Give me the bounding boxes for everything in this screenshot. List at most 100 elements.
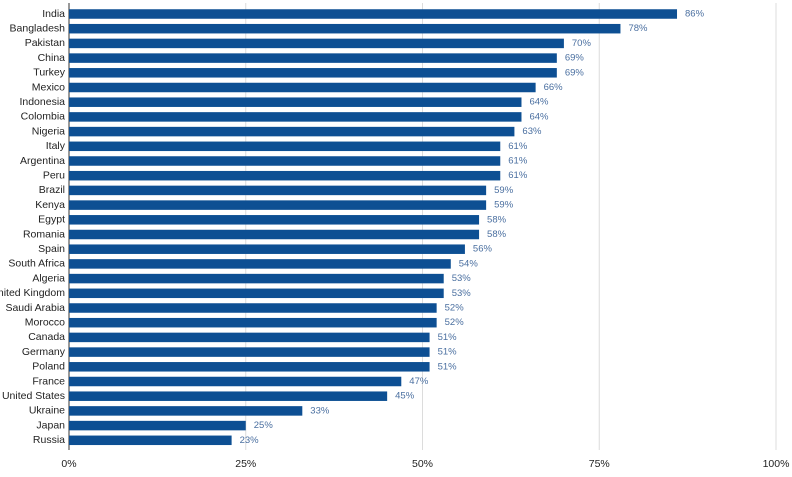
data-label: 59% — [494, 185, 514, 196]
category-label: Poland — [32, 361, 65, 373]
category-label: nited Kingdom — [0, 287, 65, 299]
category-label: Canada — [28, 331, 65, 343]
bar — [69, 185, 487, 196]
category-label: Morocco — [25, 316, 65, 328]
bar — [69, 229, 480, 240]
bar — [69, 347, 430, 357]
category-label: Germany — [22, 346, 66, 358]
x-tick-label: 100% — [763, 458, 790, 470]
bar — [69, 68, 557, 78]
bar — [69, 376, 402, 387]
bar — [69, 53, 557, 63]
bar — [69, 420, 246, 431]
x-tick-label: 75% — [589, 458, 610, 470]
bar — [69, 303, 437, 313]
category-label: China — [38, 52, 66, 64]
bar — [69, 200, 487, 210]
category-label: Romania — [23, 228, 65, 240]
data-label: 51% — [438, 332, 458, 343]
bar — [69, 259, 451, 269]
category-label: Russia — [33, 434, 65, 446]
data-label: 33% — [310, 405, 330, 416]
category-label: Brazil — [39, 184, 65, 196]
bar — [69, 156, 501, 166]
category-label: Egypt — [38, 214, 65, 226]
data-label: 78% — [628, 23, 648, 34]
category-label: Nigeria — [32, 125, 65, 137]
data-label: 63% — [522, 126, 542, 137]
category-labels: India Bangladesh Pakistan China Turkey Mexico… — [0, 8, 66, 446]
data-label: 66% — [544, 82, 564, 93]
category-label: Turkey — [33, 67, 65, 79]
category-label: South Africa — [8, 258, 65, 270]
bar — [69, 38, 564, 49]
bar — [69, 170, 501, 181]
x-tick-label: 50% — [412, 458, 433, 470]
bar — [69, 362, 430, 372]
data-label: 53% — [452, 288, 472, 299]
data-label: 23% — [240, 435, 260, 446]
category-label: United States — [2, 390, 65, 402]
x-tick-label: 0% — [61, 458, 76, 470]
data-label: 61% — [508, 141, 528, 152]
bar — [69, 288, 444, 299]
bar — [69, 141, 501, 152]
data-label: 69% — [565, 67, 585, 78]
category-label: Peru — [43, 169, 65, 181]
bar — [69, 317, 437, 328]
value-labels: 86%78%70%69%69%66%64%64%63%61%61%61%59%5… — [240, 9, 705, 446]
data-label: 52% — [445, 303, 465, 314]
bar — [69, 97, 522, 107]
data-label: 25% — [254, 420, 274, 431]
bar — [69, 244, 465, 254]
category-label: Ukraine — [29, 405, 65, 417]
data-label: 69% — [565, 53, 585, 64]
category-label: Indonesia — [19, 96, 65, 108]
x-axis-ticks: 0% 25% 50% 75% 100% — [61, 458, 789, 470]
category-label: Pakistan — [25, 37, 65, 49]
category-label: Spain — [38, 243, 65, 255]
data-label: 61% — [508, 156, 528, 167]
bar — [69, 215, 480, 225]
data-label: 59% — [494, 200, 514, 211]
category-label: Algeria — [32, 272, 65, 284]
bar — [69, 9, 678, 19]
bar — [69, 435, 232, 446]
data-label: 52% — [445, 317, 465, 328]
bar — [69, 406, 303, 416]
bar — [69, 23, 621, 34]
category-label: Japan — [36, 419, 65, 431]
category-label: Italy — [46, 140, 66, 152]
data-label: 51% — [438, 361, 458, 372]
bar — [69, 332, 430, 343]
data-label: 86% — [685, 9, 705, 20]
data-label: 47% — [409, 376, 429, 387]
category-label: Mexico — [32, 81, 65, 93]
data-label: 54% — [459, 258, 479, 269]
category-label: Saudi Arabia — [5, 302, 65, 314]
data-label: 56% — [473, 244, 493, 255]
bars — [69, 9, 678, 446]
bar — [69, 391, 388, 401]
data-label: 64% — [529, 111, 549, 122]
data-label: 45% — [395, 391, 415, 402]
category-label: Bangladesh — [10, 22, 66, 34]
category-label: Colombia — [21, 111, 66, 123]
data-label: 51% — [438, 347, 458, 358]
data-label: 58% — [487, 214, 507, 225]
data-label: 70% — [572, 38, 592, 49]
bar — [69, 82, 536, 93]
data-label: 58% — [487, 229, 507, 240]
category-label: France — [32, 375, 65, 387]
category-label: India — [42, 8, 65, 20]
category-label: Kenya — [35, 199, 65, 211]
data-label: 61% — [508, 170, 528, 181]
bar — [69, 112, 522, 122]
category-label: Argentina — [20, 155, 65, 167]
bar — [69, 126, 515, 137]
bar — [69, 273, 444, 284]
x-tick-label: 25% — [235, 458, 256, 470]
data-label: 53% — [452, 273, 472, 284]
